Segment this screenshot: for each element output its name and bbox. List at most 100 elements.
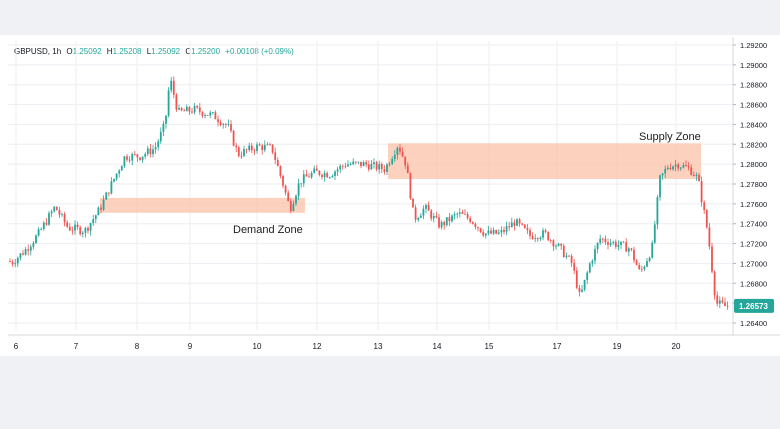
candle [549, 238, 552, 244]
candle [620, 241, 622, 250]
candle [630, 247, 633, 252]
candle-body [557, 243, 560, 246]
candle-body [443, 221, 446, 226]
candle [79, 225, 82, 236]
candle-body [144, 153, 147, 157]
candle [352, 158, 355, 166]
candle-body [406, 165, 409, 174]
candle-body [232, 130, 235, 146]
candlestick-chart[interactable]: Supply Zone Demand Zone 1.29200 1.29000 1.28… [0, 35, 780, 356]
candle-body [146, 148, 149, 154]
candle-body [227, 124, 230, 125]
supply-zone-box [388, 143, 701, 180]
candle [531, 232, 534, 240]
candle [42, 220, 45, 231]
candle [315, 165, 318, 171]
candle [297, 178, 300, 201]
candle-body [180, 107, 183, 111]
candle [209, 110, 212, 119]
candle [235, 142, 238, 152]
candle [308, 173, 310, 178]
candle-body [84, 227, 87, 233]
candle-body [37, 229, 40, 236]
candle [27, 244, 30, 256]
candle [552, 239, 555, 252]
candle [66, 220, 69, 229]
candle-body [188, 106, 191, 112]
time-tick-label: 8 [135, 342, 140, 351]
candle [328, 176, 331, 180]
low-value: 1.25092 [151, 47, 181, 56]
candle-body [544, 230, 547, 232]
candle [170, 76, 173, 93]
candle [518, 217, 521, 227]
candle [565, 252, 568, 260]
candle [682, 162, 685, 169]
candle [664, 165, 667, 178]
candle-body [16, 257, 19, 264]
candle [477, 226, 479, 232]
candle [513, 219, 516, 231]
candle-body [94, 215, 97, 220]
candle-body [310, 172, 313, 178]
candle [456, 212, 459, 219]
candle-body [313, 168, 316, 173]
candle-body [263, 144, 266, 151]
price-tick-label: 1.27200 [740, 240, 767, 249]
candle [378, 160, 381, 174]
candle-body [253, 150, 256, 152]
candle [466, 211, 469, 220]
candle [539, 236, 542, 242]
candle [206, 115, 209, 117]
candle [479, 227, 482, 233]
candle-body [523, 224, 526, 229]
candle [11, 259, 14, 267]
candle-body [711, 246, 713, 272]
candle-body [323, 173, 326, 177]
candle [570, 253, 573, 267]
candle-body [357, 161, 360, 163]
candle-body [703, 202, 706, 211]
candle [373, 158, 375, 169]
price-tick-label: 1.26400 [740, 319, 767, 328]
candle-body [266, 144, 269, 146]
candle-body [635, 260, 638, 266]
candle [586, 270, 589, 285]
candle-body [643, 266, 646, 270]
candle [258, 142, 261, 146]
candle [136, 153, 139, 162]
candle-body [373, 162, 375, 164]
candle [440, 220, 443, 230]
candle-body [531, 235, 534, 239]
candle-body [378, 164, 381, 170]
candle-body [552, 240, 555, 247]
candle [601, 237, 604, 244]
candle [391, 156, 394, 166]
price-tick-label: 1.28600 [740, 101, 767, 110]
candle-body [66, 222, 69, 227]
candle-body [360, 161, 362, 167]
high-value: 1.25208 [112, 47, 142, 56]
candle-body [448, 217, 451, 222]
candle [617, 240, 620, 251]
candle [133, 150, 136, 156]
candle [604, 235, 607, 245]
candle [521, 222, 524, 226]
candle [362, 160, 365, 167]
candle-body [19, 253, 22, 258]
candle [471, 221, 474, 225]
candle-body [276, 160, 279, 167]
candle-body [14, 263, 17, 265]
open-label: O [66, 47, 73, 56]
candle-body [113, 178, 115, 182]
candle-body [152, 149, 154, 155]
candle-body [484, 233, 487, 236]
candle-body [482, 232, 485, 236]
candle-body [167, 90, 170, 116]
candle-body [661, 173, 664, 176]
candle [640, 265, 643, 272]
candle-body [326, 173, 329, 178]
candle [269, 142, 271, 146]
candle [146, 145, 149, 157]
candle-body [321, 174, 323, 177]
